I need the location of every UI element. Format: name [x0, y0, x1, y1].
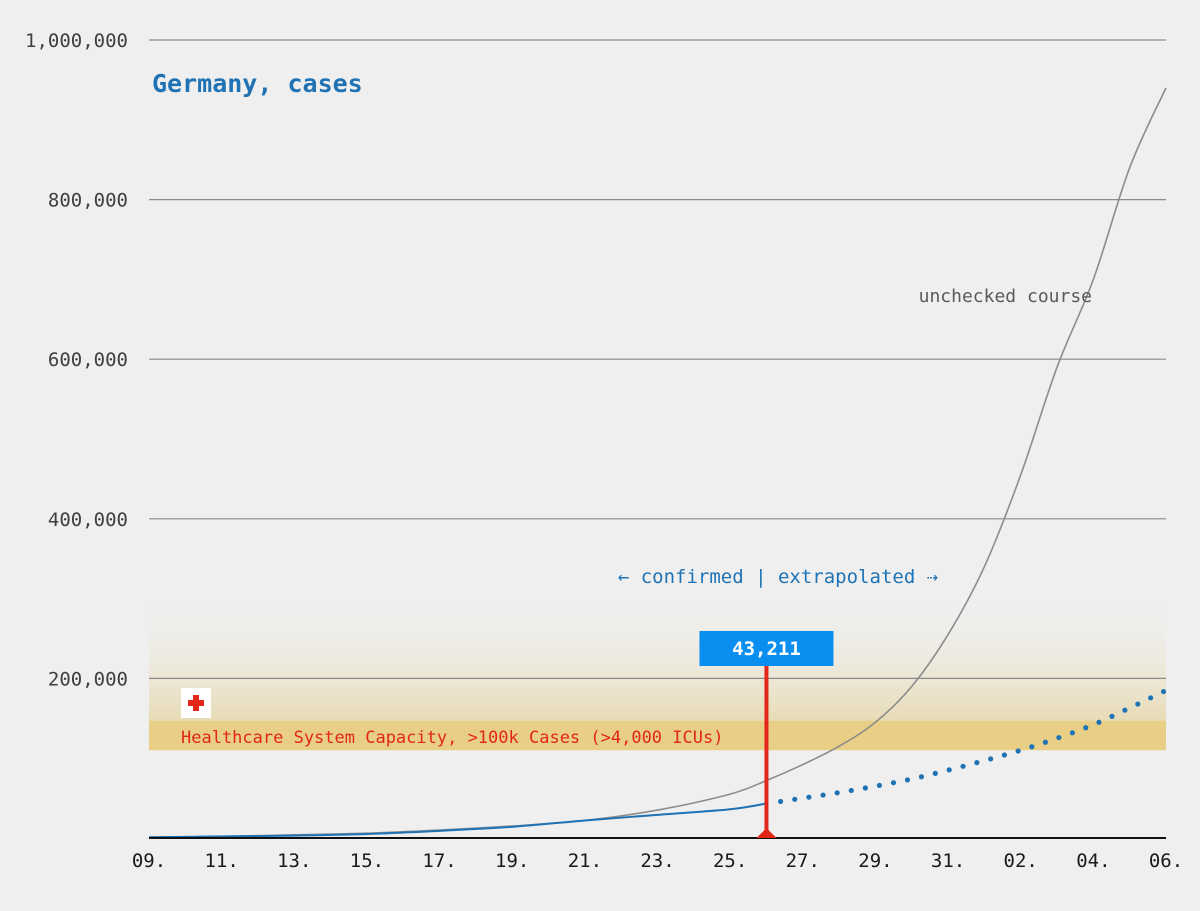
x-tick-label: 04.: [1076, 850, 1110, 872]
x-tick-label: 19.: [495, 850, 529, 872]
extrapolated-dot: [806, 794, 812, 800]
extrapolated-dot: [918, 774, 925, 780]
x-tick-label: 06.: [1149, 850, 1183, 872]
y-tick-label: 400,000: [48, 509, 128, 531]
extrapolated-dot: [834, 790, 840, 796]
confirmed-extrapolated-label: ← confirmed | extrapolated ⇢: [618, 566, 938, 588]
gridlines: [149, 39, 1166, 680]
extrapolated-dot: [1015, 748, 1021, 754]
x-axis-ticks: 09. 11. 13. 15. 17. 19. 21. 23. 25. 27. 29. 31. 02. 0…: [132, 850, 1183, 872]
x-tick-label: 13.: [277, 850, 311, 872]
x-tick-label: 21.: [568, 850, 602, 872]
extrapolated-dot: [1109, 713, 1115, 719]
x-tick-label: 25.: [713, 850, 747, 872]
extrapolated-dot: [1029, 744, 1035, 750]
extrapolated-dot: [1160, 688, 1167, 695]
series-dots-extrapolated: [778, 688, 1167, 805]
extrapolated-dot: [1148, 695, 1154, 701]
extrapolated-dot: [1122, 707, 1128, 713]
extrapolated-dot: [862, 785, 868, 791]
unchecked-course-label: unchecked course: [919, 286, 1092, 307]
extrapolated-dot: [848, 787, 854, 794]
extrapolated-dot: [778, 798, 784, 805]
extrapolated-dot: [932, 770, 938, 776]
x-tick-label: 31.: [931, 850, 965, 872]
capacity-label: Healthcare System Capacity, >100k Cases …: [181, 728, 723, 748]
extrapolated-dot: [1069, 730, 1075, 736]
extrapolated-dot: [876, 782, 883, 788]
series-line-confirmed: [148, 802, 767, 839]
y-axis-ticks: 1,000,000 800,000 600,000 400,000 200,000: [25, 30, 128, 690]
extrapolated-dot: [820, 792, 826, 798]
extrapolated-dot: [890, 780, 897, 786]
y-tick-label: 200,000: [48, 668, 128, 690]
x-tick-label: 29.: [858, 850, 892, 872]
x-tick-label: 23.: [640, 850, 674, 872]
extrapolated-dot: [1135, 701, 1141, 707]
extrapolated-dot: [960, 763, 966, 769]
x-tick-label: 15.: [350, 850, 384, 872]
x-tick-label: 11.: [204, 850, 238, 872]
extrapolated-dot: [946, 767, 952, 773]
y-tick-label: 600,000: [48, 349, 128, 371]
red-cross-icon: [181, 688, 211, 718]
extrapolated-dot: [1056, 734, 1062, 741]
capacity-band-fade: [149, 590, 1166, 721]
extrapolated-dot: [904, 777, 911, 783]
x-tick-label: 27.: [786, 850, 820, 872]
y-tick-label: 1,000,000: [25, 30, 128, 52]
extrapolated-dot: [1042, 739, 1048, 745]
x-tick-label: 02.: [1004, 850, 1038, 872]
x-tick-label: 09.: [132, 850, 166, 872]
y-tick-label: 800,000: [48, 190, 128, 212]
extrapolated-dot: [974, 760, 980, 766]
extrapolated-dot: [1096, 719, 1102, 725]
x-tick-label: 17.: [422, 850, 456, 872]
callout-value: 43,211: [732, 638, 801, 660]
chart-title: Germany, cases: [152, 69, 363, 98]
capacity-band: [149, 720, 1166, 751]
extrapolated-dot: [988, 756, 994, 762]
extrapolated-dot: [792, 796, 798, 802]
extrapolated-dot: [1083, 725, 1089, 731]
extrapolated-dot: [1001, 752, 1008, 758]
callout-marker: [756, 828, 777, 838]
callout-box: [699, 631, 834, 666]
